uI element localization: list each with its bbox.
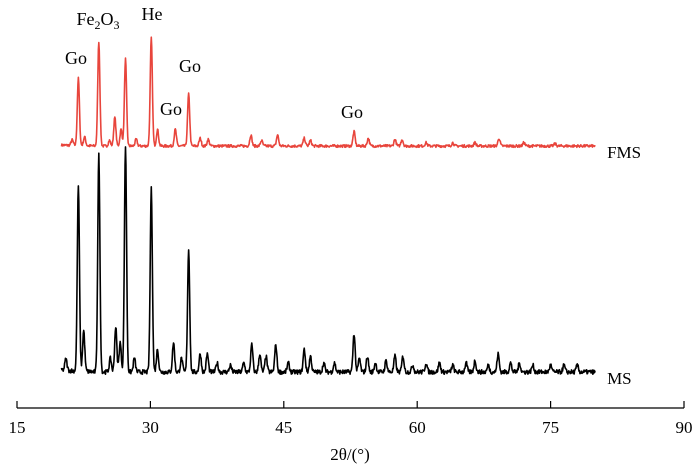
x-tick-label: 60 bbox=[409, 418, 426, 437]
peak-label: Fe2O3 bbox=[77, 9, 120, 32]
series-label-fms: FMS bbox=[607, 143, 641, 162]
peak-label: Go bbox=[179, 56, 201, 76]
peak-labels: Go Fe2O3 He Go Go Go bbox=[65, 4, 363, 122]
peak-label: He bbox=[142, 4, 163, 24]
x-tick-label: 75 bbox=[542, 418, 559, 437]
series-labels: FMS MS bbox=[607, 143, 641, 388]
series-line-fms bbox=[60, 36, 596, 149]
x-tick-label: 45 bbox=[275, 418, 292, 437]
peak-label: Go bbox=[160, 99, 182, 119]
series-line-ms bbox=[60, 146, 596, 376]
x-ticks: 15 30 45 60 75 90 bbox=[9, 401, 693, 437]
x-axis-label: 2θ/(°) bbox=[330, 445, 370, 464]
x-tick-label: 15 bbox=[9, 418, 26, 437]
series-label-ms: MS bbox=[607, 369, 632, 388]
plot-area bbox=[60, 36, 596, 376]
peak-label: Go bbox=[65, 48, 87, 68]
x-tick-label: 30 bbox=[142, 418, 159, 437]
x-tick-label: 90 bbox=[676, 418, 693, 437]
peak-label: Go bbox=[341, 102, 363, 122]
